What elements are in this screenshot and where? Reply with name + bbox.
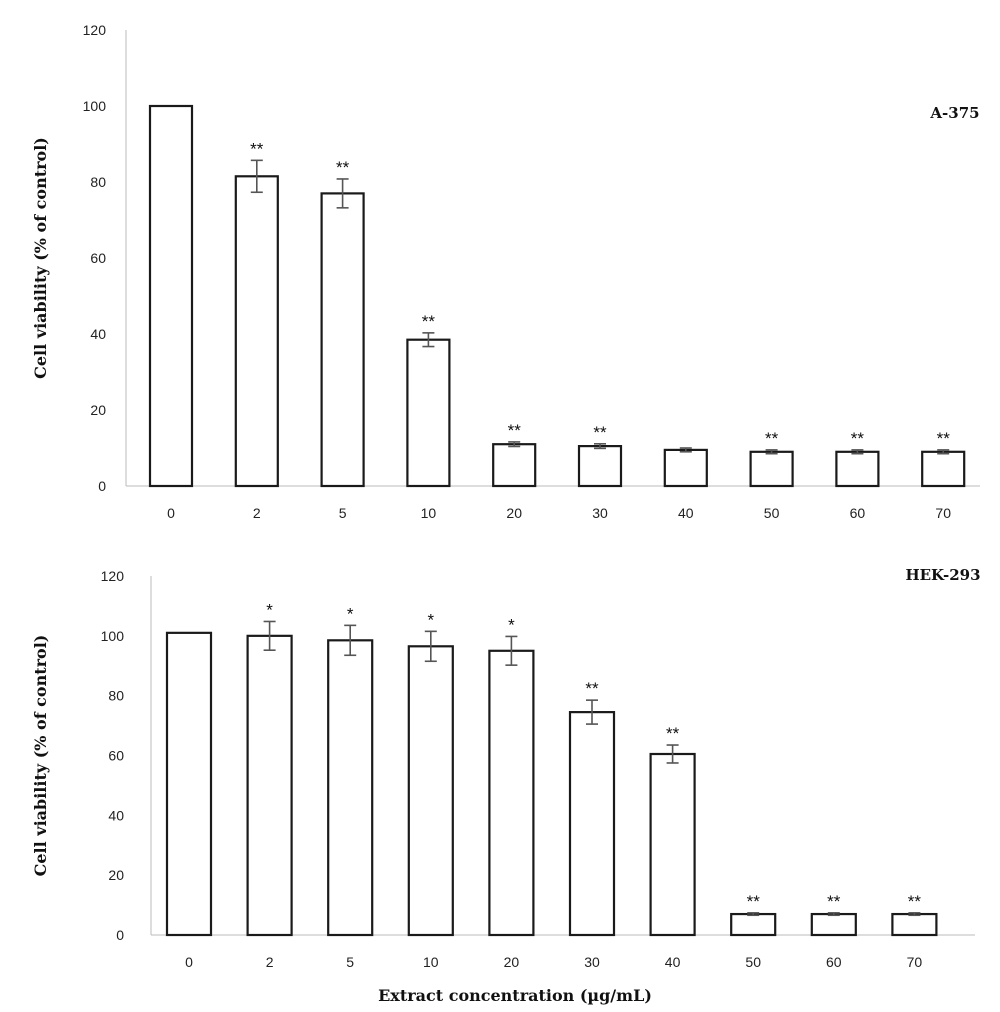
bar-60 bbox=[835, 450, 880, 488]
x-tick-label: 5 bbox=[339, 505, 347, 521]
bar-0 bbox=[165, 631, 213, 937]
x-tick-label: 40 bbox=[678, 505, 694, 521]
significance-marker: ** bbox=[250, 139, 264, 158]
significance-marker: ** bbox=[765, 429, 779, 448]
x-tick-label: 20 bbox=[504, 954, 520, 970]
x-tick-label: 30 bbox=[584, 954, 600, 970]
x-tick-label: 50 bbox=[764, 505, 780, 521]
panel-label: HEK-293 bbox=[905, 566, 980, 584]
x-tick-label: 5 bbox=[346, 954, 354, 970]
y-tick-label: 80 bbox=[108, 688, 124, 704]
error-bar-20 bbox=[505, 635, 518, 666]
x-tick-label: 2 bbox=[253, 505, 261, 521]
error-bar-20 bbox=[508, 441, 521, 448]
x-tick-label: 40 bbox=[665, 954, 681, 970]
error-bar-2 bbox=[250, 159, 263, 194]
significance-marker: ** bbox=[585, 679, 599, 698]
x-tick-label: 10 bbox=[423, 954, 439, 970]
significance-marker: ** bbox=[827, 892, 841, 911]
significance-marker: ** bbox=[851, 429, 865, 448]
error-bar-50 bbox=[765, 449, 778, 455]
bar-5 bbox=[327, 639, 374, 937]
bar-2 bbox=[234, 175, 279, 488]
y-tick-label: 20 bbox=[90, 402, 106, 418]
y-tick-label: 100 bbox=[101, 628, 125, 644]
x-tick-label: 70 bbox=[907, 954, 923, 970]
x-axis-label: Extract concentration (µg/mL) bbox=[378, 986, 652, 1005]
y-tick-label: 60 bbox=[90, 250, 106, 266]
error-bar-40 bbox=[666, 744, 679, 764]
x-tick-label: 50 bbox=[745, 954, 761, 970]
x-tick-label: 30 bbox=[592, 505, 608, 521]
bar-40 bbox=[649, 752, 696, 937]
x-tick-label: 70 bbox=[935, 505, 951, 521]
y-tick-label: 120 bbox=[83, 22, 107, 38]
error-bar-40 bbox=[679, 447, 692, 453]
bar-40 bbox=[663, 448, 708, 488]
x-tick-label: 60 bbox=[826, 954, 842, 970]
error-bar-10 bbox=[424, 630, 437, 663]
x-tick-label: 60 bbox=[850, 505, 866, 521]
significance-marker: ** bbox=[593, 423, 607, 442]
x-tick-label: 2 bbox=[266, 954, 274, 970]
y-tick-label: 0 bbox=[116, 927, 124, 943]
error-bar-60 bbox=[851, 449, 864, 455]
bar-20 bbox=[492, 443, 537, 488]
significance-marker: ** bbox=[336, 158, 350, 177]
bar-30 bbox=[577, 445, 623, 488]
bar-70 bbox=[891, 912, 938, 937]
bar-50 bbox=[730, 912, 777, 937]
x-tick-label: 10 bbox=[421, 505, 437, 521]
bar-50 bbox=[749, 450, 794, 488]
y-tick-label: 40 bbox=[108, 807, 124, 823]
x-tick-label: 20 bbox=[506, 505, 522, 521]
error-bar-70 bbox=[908, 912, 921, 917]
y-tick-label: 60 bbox=[108, 748, 124, 764]
panel-label: A-375 bbox=[929, 104, 979, 122]
significance-marker: ** bbox=[422, 312, 436, 331]
x-tick-label: 0 bbox=[167, 505, 175, 521]
significance-marker: ** bbox=[747, 892, 761, 911]
significance-marker: * bbox=[347, 604, 354, 623]
error-bar-60 bbox=[827, 912, 840, 917]
y-tick-label: 0 bbox=[98, 478, 106, 494]
error-bar-10 bbox=[422, 332, 435, 348]
error-bar-30 bbox=[594, 443, 606, 450]
error-bar-50 bbox=[747, 912, 760, 917]
y-axis-label: Cell viability (% of control) bbox=[31, 635, 50, 877]
error-bar-2 bbox=[263, 620, 276, 651]
bar-2 bbox=[246, 634, 293, 937]
bar-30 bbox=[568, 711, 616, 937]
significance-marker: * bbox=[427, 610, 434, 629]
error-bar-30 bbox=[586, 699, 598, 725]
y-axis-label: Cell viability (% of control) bbox=[31, 137, 50, 379]
significance-marker: * bbox=[508, 615, 515, 634]
significance-marker: ** bbox=[937, 429, 951, 448]
bar-5 bbox=[320, 192, 365, 488]
bar-20 bbox=[488, 649, 535, 937]
significance-marker: ** bbox=[666, 724, 680, 743]
y-tick-label: 120 bbox=[101, 568, 125, 584]
y-tick-label: 100 bbox=[83, 98, 107, 114]
error-bar-5 bbox=[336, 178, 349, 209]
significance-marker: * bbox=[266, 600, 273, 619]
significance-marker: ** bbox=[508, 421, 522, 440]
error-bar-70 bbox=[937, 449, 950, 455]
bar-0 bbox=[148, 104, 194, 488]
y-tick-label: 80 bbox=[90, 174, 106, 190]
error-bar-5 bbox=[344, 624, 357, 657]
y-tick-label: 20 bbox=[108, 867, 124, 883]
significance-marker: ** bbox=[908, 892, 922, 911]
bar-70 bbox=[921, 450, 966, 488]
x-tick-label: 0 bbox=[185, 954, 193, 970]
bar-60 bbox=[810, 912, 857, 937]
bar-10 bbox=[407, 645, 454, 937]
bar-10 bbox=[406, 338, 451, 488]
y-tick-label: 40 bbox=[90, 326, 106, 342]
